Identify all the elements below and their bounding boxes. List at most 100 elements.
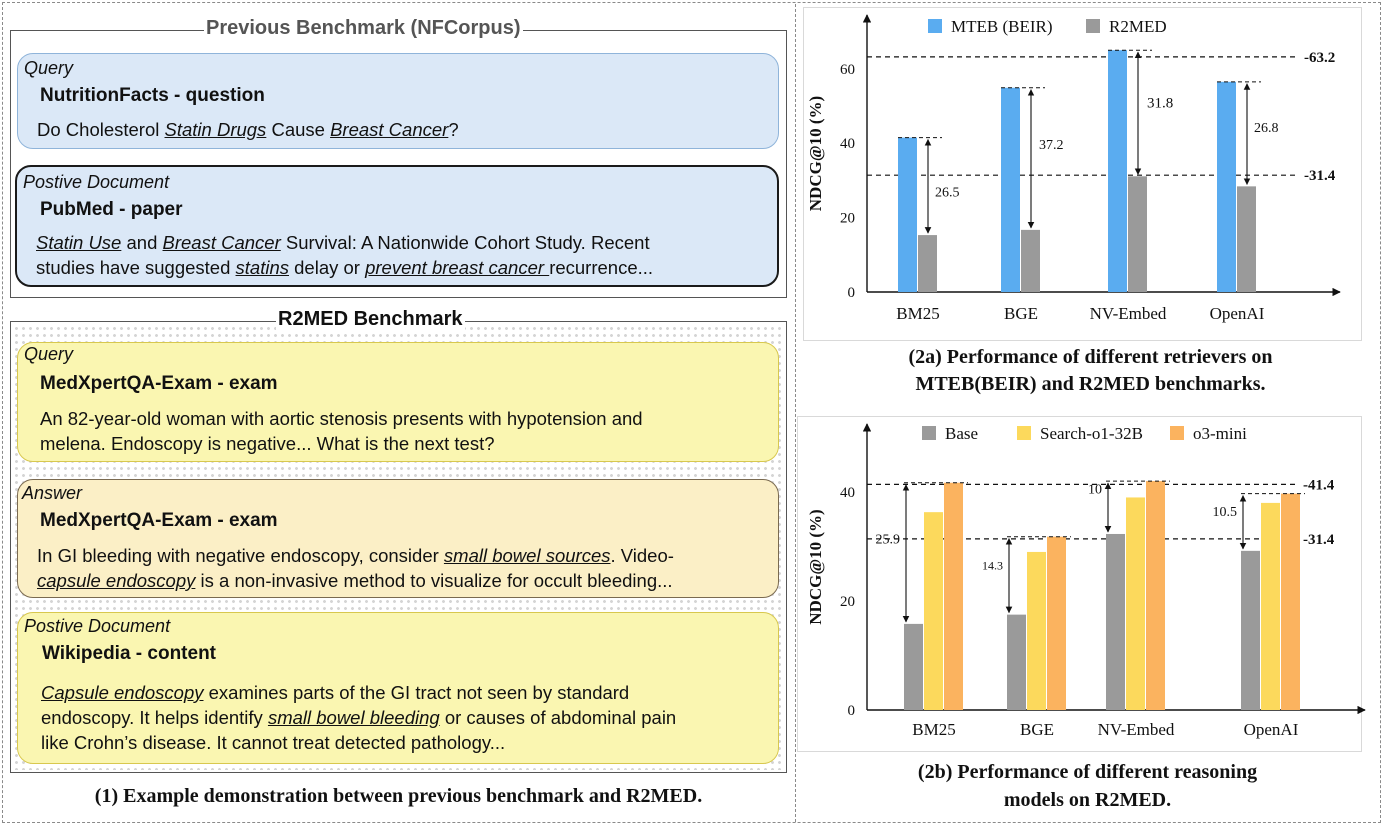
bar — [1241, 550, 1260, 710]
gap-label: 26.8 — [1254, 121, 1279, 136]
legend-label: R2MED — [1109, 17, 1167, 36]
left-caption: (1) Example demonstration between previo… — [94, 785, 703, 807]
r2med-doc-source: Wikipedia - content — [42, 643, 217, 664]
r2med-answer-text: In GI bleeding with negative endoscopy, … — [37, 543, 674, 593]
legend-label: MTEB (BEIR) — [951, 17, 1053, 36]
previous-benchmark-title: Previous Benchmark (NFCorpus) — [204, 17, 523, 40]
x-tick-label: BGE — [1004, 304, 1038, 323]
y-axis-label: NDCG@10 (%) — [806, 96, 825, 211]
text-line: capsule endoscopy is a non-invasive meth… — [37, 568, 674, 593]
gap-label: 10 — [1088, 483, 1102, 498]
bar — [898, 137, 917, 292]
legend-swatch — [928, 19, 942, 33]
chart-2b-caption-line-1: (2b) Performance of different reasoning — [917, 761, 1258, 783]
chart-2b: Base Search-o1-32B o3-mini 0 20 40 NDCG@10 (%)… — [797, 416, 1378, 752]
text-segment: like Crohn’s disease. It cannot treat de… — [41, 732, 506, 753]
r2med-answer-card: Answer MedXpertQA-Exam - exam In GI blee… — [17, 479, 779, 598]
y-tick-label: 0 — [848, 285, 856, 301]
r2med-doc-text: Capsule endoscopy examines parts of the … — [41, 680, 676, 755]
underlined-term: Breast Cancer — [162, 232, 281, 253]
gap-label: 10.5 — [1213, 505, 1238, 520]
prev-doc-card: Postive Document PubMed - paper Statin U… — [15, 165, 779, 287]
prev-query-source: NutritionFacts - question — [40, 85, 265, 106]
underlined-term: small bowel bleeding — [267, 707, 440, 728]
prev-query-text: Do Cholesterol Statin Drugs Cause Breast… — [37, 117, 459, 142]
reference-line-label: -41.4 — [1303, 477, 1335, 493]
text-line: Do Cholesterol Statin Drugs Cause Breast… — [37, 117, 459, 142]
underlined-term: small bowel sources — [443, 545, 611, 566]
r2med-query-text: An 82-year-old woman with aortic stenosi… — [40, 406, 643, 456]
chart-2b-svg: Base Search-o1-32B o3-mini 0 20 40 NDCG@10 (%)… — [806, 423, 1366, 739]
legend-swatch — [1170, 426, 1184, 440]
text-segment: recurrence... — [549, 257, 654, 278]
r2med-benchmark-title: R2MED Benchmark — [276, 308, 465, 331]
bar — [944, 482, 963, 710]
prev-query-card: Query NutritionFacts - question Do Chole… — [17, 53, 779, 149]
prev-query-role: Query — [24, 58, 74, 78]
r2med-answer-role: Answer — [22, 483, 83, 503]
reference-line-label: -31.4 — [1304, 168, 1336, 184]
chart-2b-frame — [797, 416, 1362, 752]
text-segment: endoscopy. It helps identify — [41, 707, 268, 728]
r2med-doc-card: Postive Document Wikipedia - content Cap… — [17, 612, 779, 764]
r2med-doc-role: Postive Document — [24, 616, 171, 636]
x-tick-label: BM25 — [912, 720, 955, 739]
bar — [1146, 481, 1165, 710]
underlined-term: capsule endoscopy — [37, 570, 196, 591]
bar — [1027, 551, 1046, 710]
bar — [1108, 50, 1127, 293]
bar — [924, 512, 943, 710]
bar — [1021, 229, 1040, 292]
gap-label: 37.2 — [1039, 138, 1064, 153]
text-segment: ? — [448, 119, 459, 140]
text-line: like Crohn’s disease. It cannot treat de… — [41, 730, 676, 755]
x-tick-label: BGE — [1020, 720, 1054, 739]
text-segment: Cause — [266, 119, 331, 140]
bar — [1217, 81, 1236, 292]
reference-line-label: -31.4 — [1303, 532, 1335, 548]
y-tick-label: 60 — [840, 62, 855, 78]
underlined-term: Statin Use — [36, 232, 122, 253]
chart-2a: MTEB (BEIR) R2MED 0 20 40 60 NDCG@10 (%) -63.2 -… — [803, 7, 1378, 341]
text-line: Capsule endoscopy examines parts of the … — [41, 680, 676, 705]
bar — [918, 235, 937, 292]
bar — [1261, 502, 1280, 710]
text-segment: melena. Endoscopy is negative... What is… — [40, 433, 495, 454]
text-segment: and — [121, 232, 163, 253]
text-segment: studies have suggested — [36, 257, 236, 278]
bar — [1237, 186, 1256, 292]
underlined-term: Breast Cancer — [330, 119, 449, 140]
chart-2a-caption-line-2: MTEB(BEIR) and R2MED benchmarks. — [915, 373, 1266, 395]
underlined-term: Statin Drugs — [164, 119, 267, 140]
x-tick-label: BM25 — [896, 304, 939, 323]
r2med-query-card: Query MedXpertQA-Exam - exam An 82-year-… — [17, 342, 779, 462]
y-tick-label: 40 — [840, 136, 855, 152]
legend-swatch — [1017, 426, 1031, 440]
text-segment: . Video- — [610, 545, 674, 566]
text-line: endoscopy. It helps identify small bowel… — [41, 705, 676, 730]
bar — [1007, 614, 1026, 710]
bar — [1106, 533, 1125, 710]
prev-doc-role: Postive Document — [23, 172, 170, 192]
bar — [1128, 176, 1147, 292]
text-segment: An 82-year-old woman with aortic stenosi… — [40, 408, 643, 429]
text-segment: examines parts of the GI tract not seen … — [203, 682, 630, 703]
bar — [1126, 497, 1145, 710]
gap-label: 31.8 — [1147, 95, 1173, 111]
gap-label: 26.5 — [935, 185, 960, 200]
text-line: studies have suggested statins delay or … — [36, 255, 653, 280]
gap-label: 25.9 — [876, 532, 901, 547]
text-segment: Do Cholesterol — [37, 119, 165, 140]
r2med-query-source: MedXpertQA-Exam - exam — [40, 373, 278, 394]
bar — [1047, 536, 1066, 710]
panel-divider — [795, 4, 796, 822]
prev-doc-text: Statin Use and Breast Cancer Survival: A… — [36, 230, 653, 280]
underlined-term: prevent breast cancer — [365, 257, 550, 278]
bar — [1281, 493, 1300, 710]
underlined-term: statins — [235, 257, 289, 278]
chart-2b-caption-line-2: models on R2MED. — [1003, 789, 1172, 811]
y-tick-label: 20 — [840, 211, 855, 227]
legend-label: Search-o1-32B — [1040, 424, 1143, 443]
legend-swatch — [922, 426, 936, 440]
